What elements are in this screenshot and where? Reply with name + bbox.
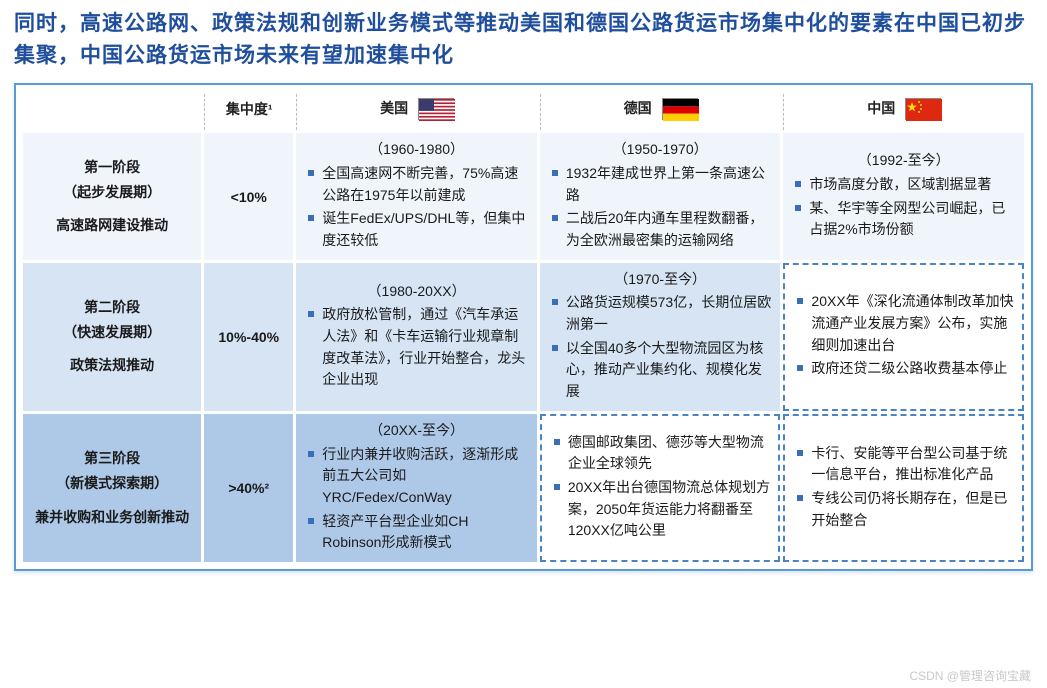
stage-driver: 政策法规推动 — [27, 353, 197, 378]
concentration-cell: 10%-40% — [204, 263, 293, 411]
flag-de-icon — [662, 98, 698, 120]
page-title: 同时，高速公路网、政策法规和创新业务模式等推动美国和德国公路货运市场集中化的要素… — [0, 0, 1047, 77]
header-de-label: 德国 — [624, 100, 652, 116]
stage-label-cell: 第三阶段（新模式探索期） 兼并收购和业务创新推动 — [23, 414, 201, 562]
comparison-table-frame: 集中度¹ 美国 — [14, 83, 1033, 571]
header-cn-label: 中国 — [867, 100, 895, 116]
us-cell: （1960-1980）全国高速网不断完善，75%高速公路在1975年以前建成诞生… — [296, 133, 537, 259]
de-cell: （1950-1970）1932年建成世界上第一条高速公路二战后20年内通车里程数… — [540, 133, 781, 259]
stage-driver: 兼并收购和业务创新推动 — [27, 505, 197, 530]
de-cell: （1970-至今）公路货运规模573亿，长期位居欧洲第一以全国40多个大型物流园… — [540, 263, 781, 411]
period-label: （1970-至今） — [548, 269, 773, 291]
concentration-cell: <10% — [204, 133, 293, 259]
list-item: 德国邮政集团、德莎等大型物流企业全球领先 — [554, 432, 771, 475]
bullet-list: 20XX年《深化流通体制改革加快流通产业发展方案》公布，实施细则加速出台政府还贷… — [793, 291, 1014, 380]
flag-cn-icon — [905, 98, 941, 120]
bullet-list: 德国邮政集团、德莎等大型物流企业全球领先20XX年出台德国物流总体规划方案，20… — [550, 432, 771, 542]
table-row: 第三阶段（新模式探索期）兼并收购和业务创新推动>40%²（20XX-至今）行业内… — [23, 414, 1024, 562]
header-blank — [23, 94, 201, 130]
header-row: 集中度¹ 美国 — [23, 94, 1024, 130]
cn-cell: 20XX年《深化流通体制改革加快流通产业发展方案》公布，实施细则加速出台政府还贷… — [783, 263, 1024, 411]
period-label: （1960-1980） — [304, 139, 529, 161]
list-item: 20XX年出台德国物流总体规划方案，2050年货运能力将翻番至120XX亿吨公里 — [554, 477, 771, 542]
table-row: 第一阶段（起步发展期）高速路网建设推动<10%（1960-1980）全国高速网不… — [23, 133, 1024, 259]
list-item: 公路货运规模573亿，长期位居欧洲第一 — [552, 292, 773, 335]
header-us: 美国 — [296, 94, 537, 130]
cn-cell: （1992-至今）市场高度分散，区域割据显著某、华宇等全网型公司崛起，已占据2%… — [783, 133, 1024, 259]
stage-name: 第三阶段 — [27, 446, 197, 471]
table-row: 第二阶段（快速发展期）政策法规推动10%-40%（1980-20XX）政府放松管… — [23, 263, 1024, 411]
list-item: 市场高度分散，区域割据显著 — [795, 174, 1016, 196]
list-item: 轻资产平台型企业如CH Robinson形成新模式 — [308, 511, 529, 554]
comparison-table: 集中度¹ 美国 — [20, 91, 1027, 565]
list-item: 全国高速网不断完善，75%高速公路在1975年以前建成 — [308, 163, 529, 206]
period-label: （1950-1970） — [548, 139, 773, 161]
bullet-list: 市场高度分散，区域割据显著某、华宇等全网型公司崛起，已占据2%市场份额 — [791, 174, 1016, 241]
list-item: 以全国40多个大型物流园区为核心，推动产业集约化、规模化发展 — [552, 338, 773, 403]
period-label: （1980-20XX） — [304, 281, 529, 303]
period-label: （1992-至今） — [791, 150, 1016, 172]
list-item: 20XX年《深化流通体制改革加快流通产业发展方案》公布，实施细则加速出台 — [797, 291, 1014, 356]
stage-label-cell: 第一阶段（起步发展期） 高速路网建设推动 — [23, 133, 201, 259]
bullet-list: 卡行、安能等平台型公司基于统一信息平台，推出标准化产品专线公司仍将长期存在，但是… — [793, 443, 1014, 532]
stage-subtitle: （快速发展期） — [27, 320, 197, 345]
bullet-list: 1932年建成世界上第一条高速公路二战后20年内通车里程数翻番，为全欧洲最密集的… — [548, 163, 773, 252]
list-item: 专线公司仍将长期存在，但是已开始整合 — [797, 488, 1014, 531]
bullet-list: 全国高速网不断完善，75%高速公路在1975年以前建成诞生FedEx/UPS/D… — [304, 163, 529, 252]
header-concentration: 集中度¹ — [204, 94, 293, 130]
period-label: （20XX-至今） — [304, 420, 529, 442]
header-de: 德国 — [540, 94, 781, 130]
header-cn: 中国 — [783, 94, 1024, 130]
flag-us-icon — [418, 98, 454, 120]
stage-subtitle: （起步发展期） — [27, 180, 197, 205]
list-item: 1932年建成世界上第一条高速公路 — [552, 163, 773, 206]
bullet-list: 政府放松管制，通过《汽车承运人法》和《卡车运输行业规章制度改革法》，行业开始整合… — [304, 304, 529, 391]
list-item: 某、华宇等全网型公司崛起，已占据2%市场份额 — [795, 198, 1016, 241]
header-us-label: 美国 — [380, 100, 408, 116]
stage-subtitle: （新模式探索期） — [27, 471, 197, 496]
de-cell: 德国邮政集团、德莎等大型物流企业全球领先20XX年出台德国物流总体规划方案，20… — [540, 414, 781, 562]
cn-cell: 卡行、安能等平台型公司基于统一信息平台，推出标准化产品专线公司仍将长期存在，但是… — [783, 414, 1024, 562]
list-item: 行业内兼并收购活跃，逐渐形成前五大公司如YRC/Fedex/ConWay — [308, 444, 529, 509]
bullet-list: 行业内兼并收购活跃，逐渐形成前五大公司如YRC/Fedex/ConWay轻资产平… — [304, 444, 529, 554]
list-item: 二战后20年内通车里程数翻番，为全欧洲最密集的运输网络 — [552, 208, 773, 251]
stage-name: 第二阶段 — [27, 295, 197, 320]
us-cell: （20XX-至今）行业内兼并收购活跃，逐渐形成前五大公司如YRC/Fedex/C… — [296, 414, 537, 562]
list-item: 卡行、安能等平台型公司基于统一信息平台，推出标准化产品 — [797, 443, 1014, 486]
stage-name: 第一阶段 — [27, 155, 197, 180]
bullet-list: 公路货运规模573亿，长期位居欧洲第一以全国40多个大型物流园区为核心，推动产业… — [548, 292, 773, 402]
list-item: 政府放松管制，通过《汽车承运人法》和《卡车运输行业规章制度改革法》，行业开始整合… — [308, 304, 529, 391]
watermark-text: CSDN @管理咨询宝藏 — [909, 667, 1031, 684]
concentration-cell: >40%² — [204, 414, 293, 562]
list-item: 诞生FedEx/UPS/DHL等，但集中度还较低 — [308, 208, 529, 251]
list-item: 政府还贷二级公路收费基本停止 — [797, 358, 1014, 380]
stage-driver: 高速路网建设推动 — [27, 213, 197, 238]
stage-label-cell: 第二阶段（快速发展期） 政策法规推动 — [23, 263, 201, 411]
us-cell: （1980-20XX）政府放松管制，通过《汽车承运人法》和《卡车运输行业规章制度… — [296, 263, 537, 411]
